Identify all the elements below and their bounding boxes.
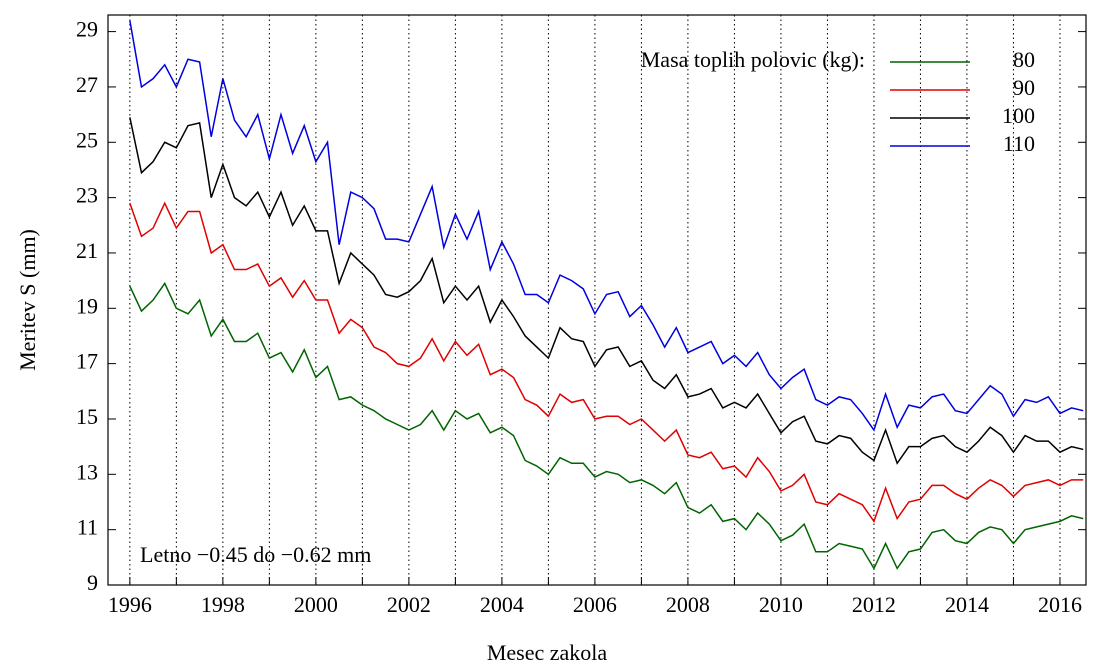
y-tick-label: 17 [76, 349, 98, 374]
x-tick-label: 2002 [387, 592, 431, 617]
y-axis-label: Meritev S (mm) [15, 229, 40, 371]
legend-label: 90 [1013, 75, 1035, 100]
x-tick-label: 2006 [573, 592, 617, 617]
x-tick-label: 2014 [945, 592, 989, 617]
annotation: Letno −0.45 do −0.62 mm [140, 542, 371, 567]
y-tick-label: 9 [87, 570, 98, 595]
line-series [129, 20, 1084, 432]
y-tick-label: 21 [76, 238, 98, 263]
y-tick-label: 23 [76, 183, 98, 208]
y-tick-label: 11 [77, 515, 98, 540]
x-tick-label: 1996 [108, 592, 152, 617]
y-tick-label: 13 [76, 459, 98, 484]
plot-frame [107, 14, 1087, 586]
y-tick-label: 27 [76, 72, 98, 97]
x-tick-label: 2000 [294, 592, 338, 617]
legend-label: 80 [1013, 47, 1035, 72]
x-axis-label: Mesec zakola [487, 640, 608, 665]
legend-title: Masa toplih polovic (kg): [641, 47, 865, 72]
y-tick-label: 19 [76, 293, 98, 318]
legend-label: 100 [1002, 103, 1035, 128]
x-tick-label: 2004 [480, 592, 524, 617]
x-tick-label: 2010 [759, 592, 803, 617]
legend-label: 110 [1003, 131, 1035, 156]
line-series [129, 201, 1084, 523]
x-tick-label: 2016 [1038, 592, 1082, 617]
y-tick-label: 15 [76, 404, 98, 429]
x-tick-label: 2012 [852, 592, 896, 617]
y-tick-label: 25 [76, 127, 98, 152]
x-tick-label: 1998 [201, 592, 245, 617]
y-tick-label: 29 [76, 17, 98, 42]
x-tick-label: 2008 [666, 592, 710, 617]
line-series [129, 281, 1084, 570]
line-series [129, 117, 1084, 465]
